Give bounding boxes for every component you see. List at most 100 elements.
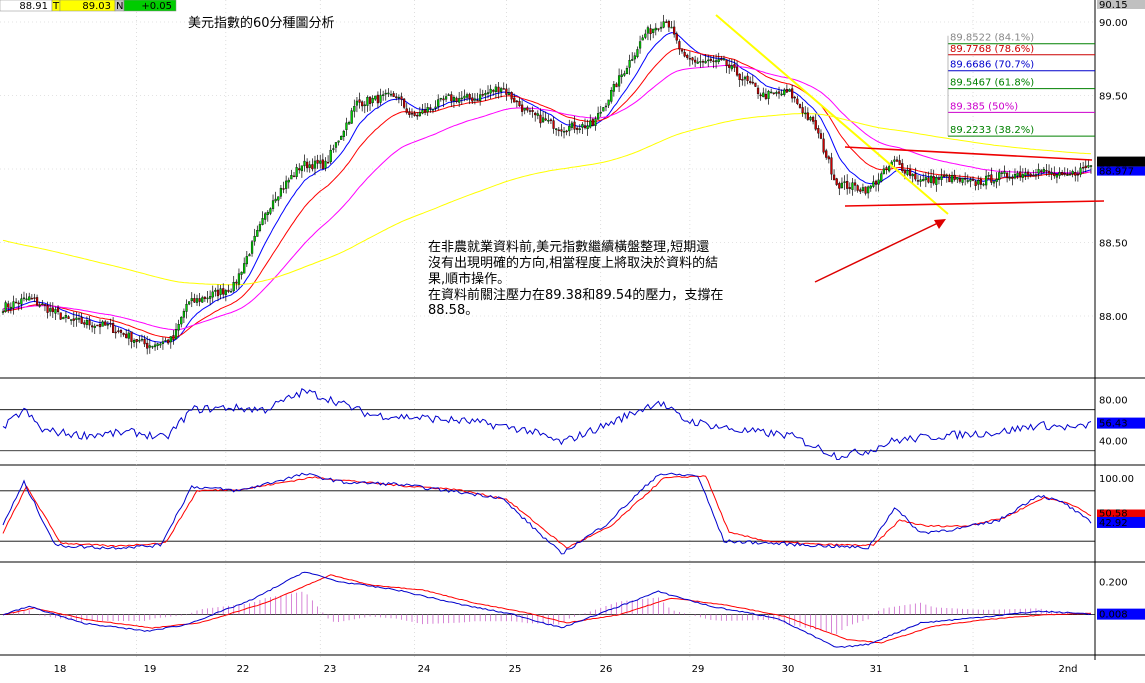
chart-title: 美元指數的60分種圖分析 [188,15,335,31]
candle-down [429,107,432,109]
candle-down [691,57,694,61]
candle-up [93,325,96,328]
candle-up [861,187,865,191]
candle-up [355,100,359,106]
stoch-k-value-label: 42.92 [1099,518,1128,529]
candle-up [421,109,424,114]
candle-down [43,304,47,306]
candle-down [1084,165,1087,169]
candle-down [88,320,91,326]
candle-up [243,263,246,274]
candle-down [368,96,372,104]
candle-up [1058,172,1061,176]
candle-down [814,120,817,130]
candle-down [971,178,975,181]
candle-down [785,89,788,93]
candle-up [1089,165,1093,167]
candle-up [340,135,343,140]
candle-up [911,174,914,177]
candle-up [161,341,165,344]
note-line-2: 沒有出現明確的方向,相當程度上將取決於資料的結 [428,255,718,271]
stoch-d-value-label: 50.58 [1099,509,1128,520]
candle-up [1066,174,1069,176]
candle-down [413,112,416,116]
candle-up [872,181,875,187]
candle-up [264,213,267,220]
grid-lines [0,0,1145,660]
candle-down [376,94,380,104]
support-line [844,200,1105,207]
candle-up [555,128,558,130]
candle-up [266,211,269,215]
candle-down [825,150,828,158]
candle-down [735,66,739,76]
candle-down [1005,172,1009,178]
candle-up [366,96,369,106]
candle-down [518,101,521,107]
candle-down [898,160,901,165]
candle-up [919,179,922,182]
stoch-k-line [2,472,1092,555]
candle-up [982,183,985,186]
fib-level-label: 89.7768 (78.6%) [950,44,1034,55]
candle-down [811,116,815,122]
candle-up [646,27,650,34]
candle-up [285,180,288,189]
price-tick-label: 90.00 [1099,18,1128,29]
candle-down [80,317,83,324]
candle-down [591,119,594,126]
candle-up [507,92,511,95]
date-label: 26 [600,664,613,675]
candle-down [526,107,529,111]
candle-up [374,95,377,100]
candle-up [1024,172,1027,176]
candle-down [468,94,471,99]
candle-down [738,73,741,81]
candle-up [345,122,348,130]
candle-up [1003,171,1006,174]
candle-up [206,297,209,300]
candle-up [783,89,786,95]
t-flag: T [52,1,60,12]
candle-down [777,91,781,94]
fib-level-label: 89.385 (50%) [950,101,1018,112]
candle-up [623,73,626,76]
candle-up [256,230,259,237]
candle-up [484,92,487,96]
candle-up [452,96,456,101]
candle-up [208,296,212,299]
candle-down [33,297,36,299]
candle-down [117,330,120,332]
candle-up [998,172,1001,180]
indicator-panels [0,388,1095,648]
candle-up [987,175,990,177]
candle-up [1013,174,1017,179]
candle-up [877,179,880,185]
candle-up [631,59,634,61]
candle-up [714,60,718,63]
candle-up [950,175,954,183]
stoch-k-value-box [1097,516,1145,528]
candle-up [274,198,277,202]
candle-down [657,28,660,30]
candle-up [1037,169,1040,174]
candle-down [549,119,553,121]
candle-up [237,273,241,285]
candle-down [583,125,587,129]
candle-up [1034,174,1038,176]
arrow-shaft [814,221,941,283]
candle-down [531,110,534,112]
candle-down [819,133,823,139]
candle-down [859,189,862,192]
candle-up [25,298,28,301]
candle-up [106,324,109,326]
candle-up [460,97,463,100]
candle-down [751,81,754,84]
candle-up [906,170,909,175]
candle-up [547,120,550,122]
candle-up [489,88,492,94]
candle-up [940,175,943,180]
